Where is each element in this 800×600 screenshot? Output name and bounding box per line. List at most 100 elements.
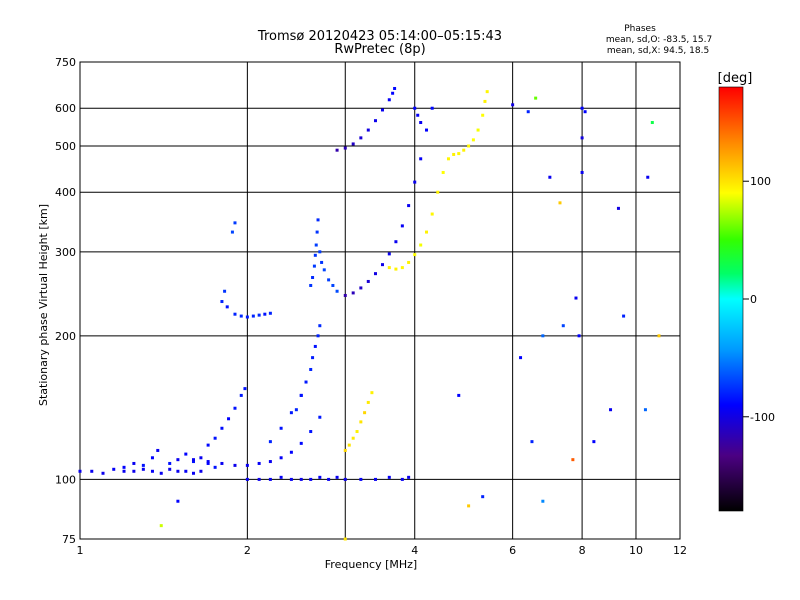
data-point — [289, 450, 293, 454]
data-point — [90, 469, 94, 473]
data-point — [366, 279, 370, 283]
chart-title: Tromsø 20120423 05:14:00–05:15:43 — [257, 29, 502, 44]
data-point — [359, 286, 363, 290]
stats-x-line: mean, sd,X: 94.5, 18.5 — [607, 46, 709, 56]
data-point — [355, 430, 359, 434]
y-tick-label: 500 — [55, 140, 76, 153]
data-point — [646, 175, 650, 179]
data-point — [419, 157, 423, 161]
data-point — [299, 393, 303, 397]
data-point — [343, 448, 347, 452]
data-point — [184, 452, 188, 456]
colorbar-label: [deg] — [718, 71, 753, 86]
x-tick-label: 1 — [77, 544, 84, 557]
data-point — [318, 250, 322, 254]
data-point — [485, 90, 489, 94]
data-point — [457, 152, 461, 156]
x-axis-ticks: 1 2 4 6 8 10 12 — [77, 544, 688, 557]
data-point — [407, 475, 411, 479]
data-point — [359, 477, 363, 481]
data-point — [227, 417, 231, 421]
data-point — [132, 461, 136, 465]
data-point — [534, 96, 538, 100]
data-point — [304, 380, 308, 384]
data-point — [407, 260, 411, 264]
data-point — [320, 260, 324, 264]
colorbar — [718, 86, 744, 512]
colorbar-tick-label: 0 — [750, 293, 757, 306]
data-point — [359, 136, 363, 140]
data-point — [363, 411, 367, 415]
data-point — [230, 230, 234, 234]
colorbar-tick-label: -100 — [750, 411, 775, 424]
data-point — [413, 253, 417, 257]
data-point — [251, 314, 255, 318]
data-point — [583, 110, 587, 114]
data-point — [268, 440, 272, 444]
data-point — [309, 430, 313, 434]
data-point — [335, 475, 339, 479]
data-point — [322, 268, 326, 272]
data-point — [441, 170, 445, 174]
data-point — [351, 142, 355, 146]
chart-subtitle: RwPretec (8p) — [334, 42, 425, 57]
data-point — [245, 463, 249, 467]
data-point — [257, 477, 261, 481]
data-point — [233, 221, 237, 225]
data-point — [150, 456, 154, 460]
data-point — [314, 243, 318, 247]
data-point — [206, 461, 210, 465]
data-point — [574, 296, 578, 300]
data-point — [220, 300, 224, 304]
stats-heading: Phases — [624, 24, 656, 34]
data-point — [400, 266, 404, 270]
data-point — [387, 252, 391, 256]
data-point — [394, 240, 398, 244]
data-point — [343, 537, 347, 541]
data-point — [511, 103, 515, 107]
data-point — [580, 136, 584, 140]
data-point — [199, 469, 203, 473]
data-point — [268, 477, 272, 481]
x-tick-label: 4 — [411, 544, 418, 557]
data-point — [318, 415, 322, 419]
x-tick-label: 10 — [629, 544, 643, 557]
data-point — [191, 460, 195, 464]
data-point — [387, 266, 391, 270]
data-point — [419, 243, 423, 247]
data-point — [530, 440, 534, 444]
data-point — [294, 408, 298, 412]
data-point — [176, 499, 180, 503]
data-point — [220, 426, 224, 430]
data-point — [299, 477, 303, 481]
data-point — [391, 91, 395, 95]
data-point — [132, 469, 136, 473]
data-point — [416, 113, 420, 117]
x-tick-label: 8 — [579, 544, 586, 557]
data-point — [471, 138, 475, 142]
data-point — [268, 311, 272, 315]
colorbar-tick-label: 100 — [750, 175, 771, 188]
data-point — [393, 86, 397, 90]
data-point — [268, 460, 272, 464]
data-point — [299, 441, 303, 445]
data-point — [446, 157, 450, 161]
y-tick-label: 100 — [55, 473, 76, 486]
y-tick-label: 600 — [55, 102, 76, 115]
data-point — [206, 460, 210, 464]
data-point — [289, 411, 293, 415]
data-point — [191, 471, 195, 475]
data-point — [176, 458, 180, 462]
data-point — [239, 314, 243, 318]
x-tick-label: 2 — [244, 544, 251, 557]
data-point — [206, 443, 210, 447]
data-point — [387, 475, 391, 479]
y-axis-label: Stationary phase Virtual Height [km] — [37, 204, 50, 406]
data-point — [191, 458, 195, 462]
data-point — [311, 356, 315, 360]
data-point — [335, 289, 339, 293]
data-point — [343, 293, 347, 297]
data-point — [467, 504, 471, 508]
data-point — [335, 148, 339, 152]
x-axis-label: Frequency [MHz] — [325, 558, 417, 571]
